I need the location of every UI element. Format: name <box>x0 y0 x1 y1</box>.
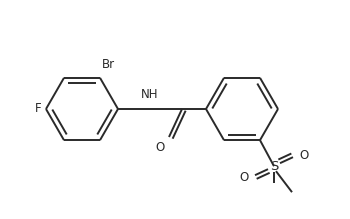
Text: NH: NH <box>141 88 159 101</box>
Text: Br: Br <box>102 58 115 71</box>
Text: S: S <box>270 160 278 173</box>
Text: F: F <box>34 102 41 115</box>
Text: O: O <box>299 149 308 162</box>
Text: O: O <box>156 141 165 154</box>
Text: O: O <box>240 171 249 184</box>
